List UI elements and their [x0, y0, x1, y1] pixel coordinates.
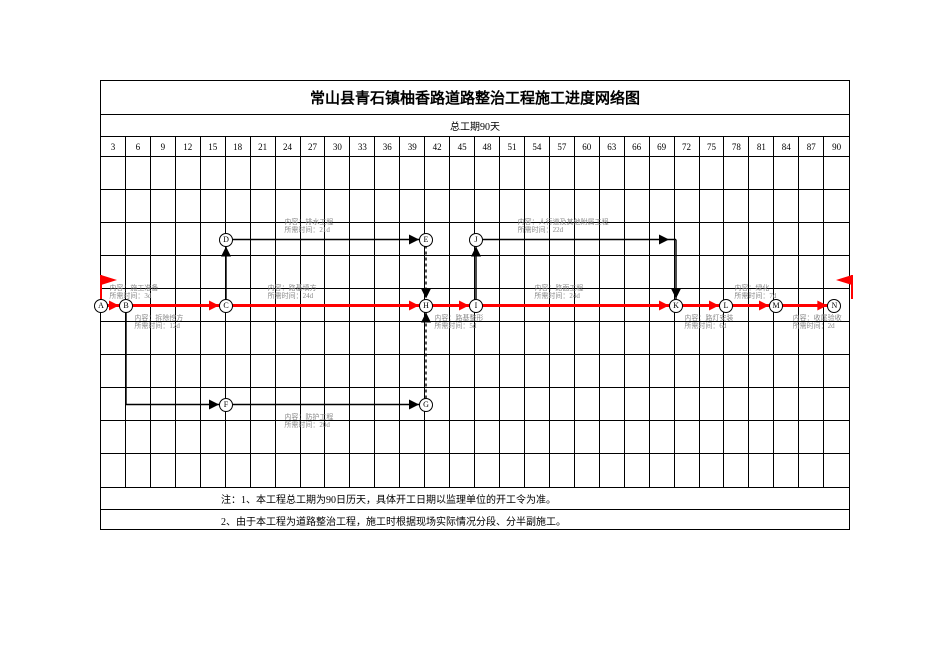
- tick-69: 69: [650, 137, 675, 156]
- note-1: 注：1、本工程总工期为90日历天，具体开工日期以监理单位的开工令为准。: [101, 487, 849, 509]
- tick-42: 42: [425, 137, 450, 156]
- tick-48: 48: [475, 137, 500, 156]
- tick-45: 45: [450, 137, 475, 156]
- tick-36: 36: [375, 137, 400, 156]
- tick-51: 51: [500, 137, 525, 156]
- tick-33: 33: [350, 137, 375, 156]
- timeline-ticks: 3691215182124273033363942454851545760636…: [101, 137, 849, 157]
- tick-84: 84: [774, 137, 799, 156]
- tick-9: 9: [151, 137, 176, 156]
- tick-27: 27: [301, 137, 326, 156]
- tick-63: 63: [600, 137, 625, 156]
- tick-54: 54: [525, 137, 550, 156]
- tick-30: 30: [325, 137, 350, 156]
- tick-3: 3: [101, 137, 126, 156]
- tick-90: 90: [824, 137, 849, 156]
- chart-title: 常山县青石镇柚香路道路整治工程施工进度网络图: [101, 81, 849, 115]
- tick-21: 21: [251, 137, 276, 156]
- tick-6: 6: [126, 137, 151, 156]
- tick-60: 60: [575, 137, 600, 156]
- tick-24: 24: [276, 137, 301, 156]
- network-chart: 常山县青石镇柚香路道路整治工程施工进度网络图 总工期90天 3691215182…: [100, 80, 850, 530]
- tick-18: 18: [226, 137, 251, 156]
- note-2: 2、由于本工程为道路整治工程，施工时根据现场实际情况分段、分半副施工。: [101, 509, 849, 531]
- tick-72: 72: [675, 137, 700, 156]
- tick-81: 81: [749, 137, 774, 156]
- grid-area: [101, 157, 849, 487]
- tick-57: 57: [550, 137, 575, 156]
- tick-15: 15: [201, 137, 226, 156]
- tick-66: 66: [625, 137, 650, 156]
- tick-12: 12: [176, 137, 201, 156]
- tick-87: 87: [799, 137, 824, 156]
- tick-78: 78: [724, 137, 749, 156]
- tick-75: 75: [700, 137, 725, 156]
- tick-39: 39: [400, 137, 425, 156]
- chart-subtitle: 总工期90天: [101, 115, 849, 137]
